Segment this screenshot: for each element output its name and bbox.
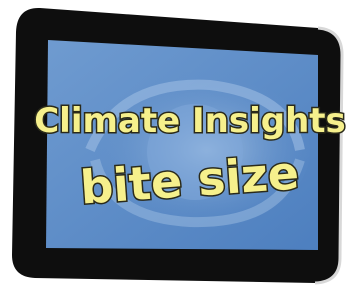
tablet-graphic: Climate Insights bite size [0,0,350,297]
page: Climate Insights bite size (() => { cons… [0,0,350,297]
title: Climate Insights [34,101,346,141]
